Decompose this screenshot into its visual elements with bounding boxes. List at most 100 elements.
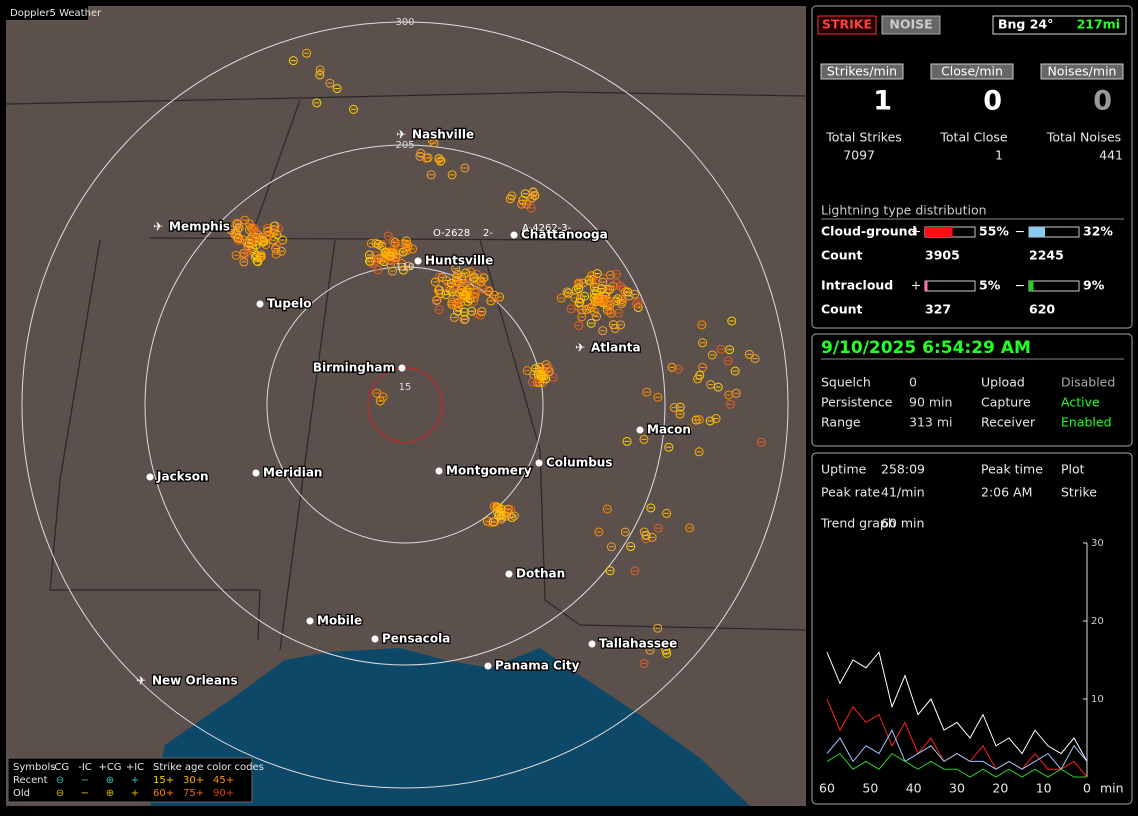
strike: [382, 249, 392, 259]
city-dot: [306, 617, 314, 625]
strike: [398, 247, 408, 257]
legend-symbol: −: [81, 775, 89, 786]
range-label: 15: [399, 382, 412, 393]
strike: [598, 326, 608, 336]
y-tick-label: 20: [1091, 616, 1104, 627]
total-value: 7097: [843, 148, 875, 163]
strike: [433, 285, 443, 295]
legend-symbol: ⊖: [56, 788, 64, 799]
bearing: Bng 24°: [998, 17, 1053, 32]
strike: [584, 304, 594, 314]
dist-percent: 55%: [979, 224, 1009, 239]
strike: [250, 226, 260, 236]
count-label: Count: [821, 248, 863, 263]
strike: [574, 321, 584, 331]
field-label: Capture: [981, 395, 1031, 410]
strike: [535, 362, 545, 372]
dist-sign: −: [1015, 278, 1025, 293]
strike: [536, 371, 546, 381]
legend-age-title: Strike age color codes: [153, 762, 264, 773]
legend-symbol: ⊕: [106, 775, 114, 786]
strike: [603, 284, 613, 294]
trend-panel: Trend graph 60 min: [811, 452, 1133, 805]
x-tick-label: 50: [862, 781, 878, 796]
strike: [430, 277, 440, 287]
trend-label: Trend graph: [820, 516, 896, 531]
strike: [315, 65, 325, 75]
stat-value: 2:06 AM: [981, 485, 1032, 500]
legend-symbols: Symbols: [13, 762, 55, 773]
strike: [256, 252, 266, 262]
distance: 217mi: [1077, 17, 1120, 32]
strike: [707, 350, 717, 360]
strike: [250, 252, 260, 262]
strike: [586, 318, 596, 328]
strike: [505, 194, 515, 204]
strike: [713, 382, 723, 392]
y-tick-label: 30: [1091, 538, 1104, 549]
stat-label: Peak time: [981, 462, 1043, 477]
strike: [248, 225, 258, 235]
strike: [727, 316, 737, 326]
strike: [685, 523, 695, 533]
x-tick-label: 0: [1083, 781, 1091, 796]
rate-value: 0: [1093, 86, 1112, 117]
strike: [664, 442, 674, 452]
city-label: Macon: [647, 423, 691, 437]
strike: [435, 156, 445, 166]
strike: [372, 388, 382, 398]
strike: [653, 523, 663, 533]
legend-type: +IC: [126, 762, 144, 773]
strike-tag: 2-: [483, 228, 493, 239]
range-label: 110: [395, 262, 414, 273]
total-label: Total Noises: [1046, 130, 1121, 145]
strike: [592, 312, 602, 322]
city-dot: [256, 300, 264, 308]
strike: [369, 259, 379, 269]
strike: [646, 503, 656, 513]
strike: [245, 236, 255, 246]
city-label: Columbus: [546, 456, 613, 470]
strike: [315, 70, 325, 80]
strike: [233, 233, 243, 243]
strike: [466, 267, 476, 277]
strike: [288, 56, 298, 66]
strike: [378, 392, 388, 402]
strike: [698, 362, 708, 372]
strike: [527, 377, 537, 387]
city-label: Panama City: [495, 659, 580, 673]
strike: [574, 298, 584, 308]
x-tick-label: 40: [906, 781, 922, 796]
rate-value: 0: [983, 86, 1002, 117]
strike: [271, 243, 281, 253]
city-label: Nashville: [412, 128, 474, 142]
strike: [503, 504, 513, 514]
stat-label: Peak rate: [821, 485, 880, 500]
datetime: 9/10/2025 6:54:29 AM: [821, 338, 1031, 358]
rate-button: [820, 63, 904, 80]
dist-sign: +: [911, 278, 921, 293]
rate-button: [930, 63, 1014, 80]
y-tick-label: 10: [1091, 694, 1104, 705]
range-ring: [144, 144, 666, 666]
strike: [522, 366, 532, 376]
field-value: Enabled: [1061, 415, 1112, 430]
strike: [252, 251, 262, 261]
field-value: Disabled: [1061, 375, 1115, 390]
dist-name: Intracloud: [821, 278, 893, 293]
strike: [598, 277, 608, 287]
strike: [620, 527, 630, 537]
legend-age: 75+: [183, 788, 204, 799]
total-value: 1: [995, 148, 1003, 163]
strike: [251, 235, 261, 245]
city-label: Meridian: [263, 466, 322, 480]
strike: [446, 278, 456, 288]
city-label: Tallahassee: [599, 637, 677, 651]
noise-mode[interactable]: NOISE: [889, 17, 932, 32]
strike: [463, 296, 473, 306]
strike-mode[interactable]: STRIKE: [822, 17, 872, 32]
strike: [612, 278, 622, 288]
dist-percent: 32%: [1083, 224, 1113, 239]
strike: [456, 285, 466, 295]
total-label: Total Close: [939, 130, 1008, 145]
